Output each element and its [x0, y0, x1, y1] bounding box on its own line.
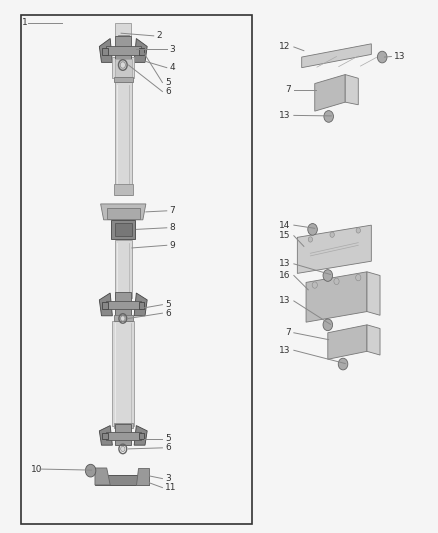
- Text: 13: 13: [394, 52, 406, 61]
- Polygon shape: [315, 75, 345, 111]
- Bar: [114, 184, 133, 195]
- Polygon shape: [134, 425, 147, 445]
- Bar: [113, 320, 134, 425]
- Text: 5: 5: [165, 78, 171, 87]
- Polygon shape: [297, 225, 371, 273]
- Circle shape: [308, 237, 313, 242]
- Bar: [106, 46, 141, 55]
- Polygon shape: [367, 325, 380, 355]
- Text: 4: 4: [170, 63, 175, 72]
- Bar: [139, 302, 144, 309]
- Bar: [102, 433, 108, 439]
- Bar: [115, 223, 132, 236]
- Text: 5: 5: [165, 300, 171, 309]
- Circle shape: [323, 270, 332, 281]
- Text: 3: 3: [165, 474, 171, 483]
- Bar: [116, 36, 131, 61]
- Text: 13: 13: [279, 260, 291, 268]
- Polygon shape: [95, 468, 110, 485]
- Text: 16: 16: [279, 271, 291, 280]
- Text: 13: 13: [279, 111, 291, 120]
- Polygon shape: [136, 468, 149, 485]
- Text: 6: 6: [165, 309, 171, 318]
- Circle shape: [356, 228, 360, 233]
- Bar: [115, 82, 132, 195]
- Circle shape: [120, 316, 125, 321]
- Text: 14: 14: [279, 221, 291, 230]
- Circle shape: [85, 464, 96, 477]
- Text: 12: 12: [279, 43, 291, 52]
- Bar: [102, 302, 108, 309]
- Text: 3: 3: [170, 45, 175, 54]
- Text: 9: 9: [170, 241, 175, 250]
- Polygon shape: [95, 475, 149, 485]
- Text: 6: 6: [165, 87, 171, 96]
- Bar: [139, 433, 144, 439]
- Circle shape: [356, 274, 361, 281]
- Bar: [106, 301, 141, 310]
- Bar: [102, 47, 108, 55]
- Circle shape: [308, 223, 318, 235]
- Bar: [107, 208, 140, 219]
- Polygon shape: [134, 38, 147, 62]
- Circle shape: [330, 232, 334, 237]
- Circle shape: [120, 446, 125, 451]
- Bar: [139, 47, 144, 55]
- Text: 2: 2: [156, 31, 162, 41]
- Circle shape: [334, 278, 339, 285]
- Polygon shape: [99, 425, 113, 445]
- Bar: [117, 35, 129, 41]
- Bar: [113, 57, 134, 78]
- Text: 7: 7: [285, 85, 291, 94]
- Polygon shape: [306, 272, 367, 322]
- Polygon shape: [99, 293, 113, 316]
- Circle shape: [323, 319, 332, 330]
- Polygon shape: [99, 38, 113, 62]
- Bar: [106, 432, 141, 440]
- Bar: [116, 424, 131, 445]
- Text: 7: 7: [285, 328, 291, 337]
- Text: 10: 10: [31, 465, 42, 473]
- Circle shape: [378, 51, 387, 63]
- Text: 7: 7: [170, 206, 175, 215]
- Polygon shape: [345, 75, 358, 105]
- Polygon shape: [367, 272, 380, 316]
- Polygon shape: [134, 293, 147, 316]
- Text: 8: 8: [170, 223, 175, 232]
- Bar: [115, 240, 132, 298]
- Circle shape: [312, 282, 318, 288]
- Bar: [114, 423, 133, 427]
- Text: 6: 6: [165, 443, 171, 453]
- Bar: [114, 77, 133, 82]
- Circle shape: [338, 358, 348, 370]
- Polygon shape: [328, 325, 367, 359]
- Text: 11: 11: [165, 483, 177, 492]
- Bar: [114, 316, 133, 320]
- Text: 5: 5: [165, 434, 171, 443]
- Bar: [116, 22, 131, 36]
- Circle shape: [120, 62, 125, 68]
- Bar: [115, 59, 132, 77]
- Text: 15: 15: [279, 231, 291, 240]
- Bar: [111, 220, 135, 239]
- Bar: [21, 14, 252, 523]
- Text: 1: 1: [22, 18, 28, 27]
- Text: 13: 13: [279, 346, 291, 355]
- Polygon shape: [302, 44, 371, 68]
- Bar: [116, 292, 131, 316]
- Text: 13: 13: [279, 296, 291, 305]
- Polygon shape: [101, 204, 146, 220]
- Circle shape: [324, 111, 333, 122]
